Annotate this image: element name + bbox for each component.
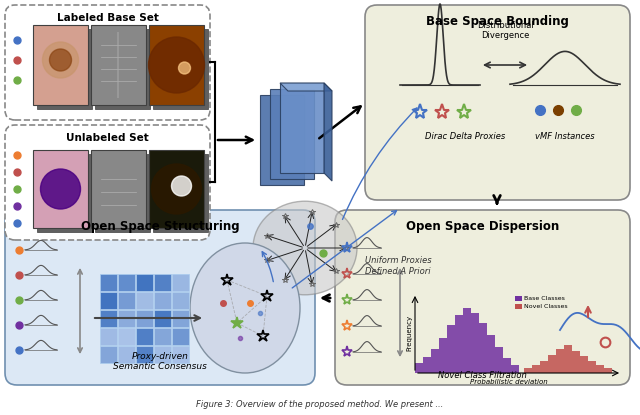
Bar: [532, 365, 540, 373]
Bar: [495, 347, 502, 373]
Ellipse shape: [190, 243, 300, 373]
Bar: [154, 310, 171, 327]
Bar: [515, 296, 522, 301]
Bar: [580, 356, 588, 373]
Bar: [515, 304, 522, 309]
Bar: [136, 346, 153, 363]
FancyBboxPatch shape: [91, 150, 146, 228]
FancyBboxPatch shape: [149, 25, 204, 105]
Bar: [172, 346, 189, 363]
Bar: [172, 310, 189, 327]
Bar: [556, 349, 563, 373]
Bar: [172, 274, 189, 291]
Bar: [588, 361, 595, 373]
FancyBboxPatch shape: [5, 125, 210, 240]
Text: Dirac Delta Proxies: Dirac Delta Proxies: [425, 132, 505, 141]
Circle shape: [42, 42, 79, 78]
Bar: [136, 274, 153, 291]
Circle shape: [49, 49, 72, 71]
Text: Base Classes: Base Classes: [524, 296, 565, 301]
Bar: [572, 351, 579, 373]
FancyBboxPatch shape: [365, 5, 630, 200]
Text: Novel Classes: Novel Classes: [524, 304, 568, 309]
FancyBboxPatch shape: [95, 154, 150, 232]
Bar: [154, 292, 171, 309]
Ellipse shape: [253, 201, 357, 295]
Bar: [154, 346, 171, 363]
FancyBboxPatch shape: [37, 29, 92, 109]
Text: Distributional
Divergence: Distributional Divergence: [477, 21, 533, 40]
Text: Labeled Base Set: Labeled Base Set: [56, 13, 159, 23]
Bar: [172, 292, 189, 309]
Circle shape: [179, 62, 191, 74]
Bar: [471, 313, 479, 373]
Bar: [136, 310, 153, 327]
Bar: [100, 292, 117, 309]
Bar: [487, 335, 495, 373]
Bar: [439, 338, 447, 373]
Bar: [503, 358, 511, 373]
Bar: [136, 292, 153, 309]
Bar: [118, 310, 135, 327]
Polygon shape: [260, 95, 304, 185]
Bar: [479, 323, 486, 373]
Bar: [118, 292, 135, 309]
Bar: [100, 310, 117, 327]
Bar: [100, 346, 117, 363]
FancyBboxPatch shape: [153, 29, 208, 109]
Polygon shape: [280, 83, 324, 173]
Bar: [511, 365, 518, 373]
Text: Probabilistic deviation: Probabilistic deviation: [470, 379, 547, 385]
Bar: [136, 328, 153, 345]
Text: Open Space Dispersion: Open Space Dispersion: [406, 220, 559, 233]
Circle shape: [40, 169, 81, 209]
Bar: [100, 274, 117, 291]
FancyBboxPatch shape: [153, 154, 208, 232]
Circle shape: [172, 176, 191, 196]
Bar: [548, 355, 556, 373]
Text: vMF Instances: vMF Instances: [535, 132, 595, 141]
Polygon shape: [324, 83, 332, 181]
Bar: [596, 365, 604, 373]
Bar: [423, 357, 431, 373]
FancyBboxPatch shape: [5, 5, 210, 120]
Bar: [172, 328, 189, 345]
Bar: [431, 349, 438, 373]
Bar: [540, 361, 547, 373]
Bar: [118, 346, 135, 363]
FancyBboxPatch shape: [5, 210, 315, 385]
Circle shape: [152, 164, 202, 214]
FancyBboxPatch shape: [33, 25, 88, 105]
Text: Open Space Structuring: Open Space Structuring: [81, 220, 239, 233]
Polygon shape: [280, 83, 332, 91]
FancyBboxPatch shape: [95, 29, 150, 109]
Bar: [154, 328, 171, 345]
Bar: [154, 274, 171, 291]
Polygon shape: [270, 89, 314, 179]
Bar: [100, 328, 117, 345]
Bar: [604, 368, 611, 373]
Bar: [455, 315, 463, 373]
Text: Base Space Bounding: Base Space Bounding: [426, 15, 569, 28]
FancyBboxPatch shape: [37, 154, 92, 232]
FancyBboxPatch shape: [335, 210, 630, 385]
Bar: [415, 363, 422, 373]
FancyBboxPatch shape: [91, 25, 146, 105]
Circle shape: [148, 37, 205, 93]
Text: Novel Class Filtration: Novel Class Filtration: [438, 371, 527, 380]
Bar: [524, 368, 531, 373]
Text: Proxy-driven
Semantic Consensus: Proxy-driven Semantic Consensus: [113, 352, 207, 371]
Bar: [447, 325, 454, 373]
Text: Uniform Proxies
Defined A Priori: Uniform Proxies Defined A Priori: [365, 256, 431, 276]
Text: Unlabeled Set: Unlabeled Set: [66, 133, 149, 143]
FancyBboxPatch shape: [33, 150, 88, 228]
Bar: [118, 274, 135, 291]
Bar: [118, 328, 135, 345]
Text: Frequency: Frequency: [406, 315, 412, 351]
Bar: [564, 345, 572, 373]
FancyBboxPatch shape: [149, 150, 204, 228]
Bar: [463, 308, 470, 373]
Text: Figure 3: Overview of the proposed method. We present ...: Figure 3: Overview of the proposed metho…: [196, 400, 444, 409]
